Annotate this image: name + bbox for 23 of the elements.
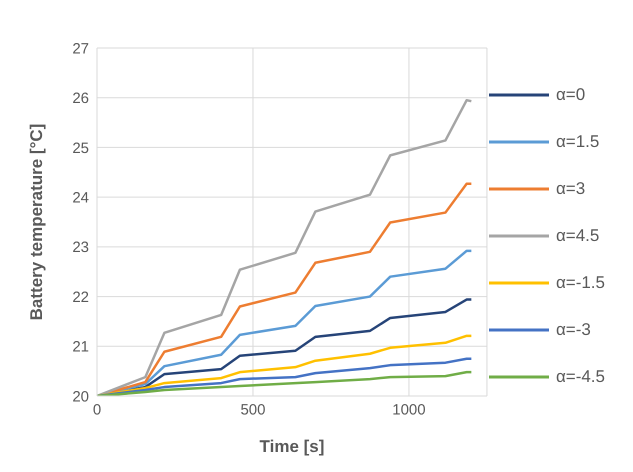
legend-label: α=4.5 — [556, 226, 600, 246]
legend-label: α=-1.5 — [556, 273, 605, 293]
line-series — [97, 370, 473, 396]
x-axis-title: Time [s] — [260, 437, 324, 456]
line-series — [97, 334, 473, 396]
legend-label: α=0 — [556, 85, 586, 105]
x-tick-label: 1000 — [392, 402, 426, 419]
y-tick-label: 24 — [72, 189, 89, 206]
legend-label: α=1.5 — [556, 132, 600, 152]
y-tick-label: 20 — [72, 388, 89, 406]
x-tick-label: 0 — [92, 402, 102, 419]
legend-label: α=3 — [556, 179, 586, 199]
y-tick-label: 23 — [72, 239, 89, 256]
y-tick-label: 27 — [72, 40, 89, 58]
legend-label: α=-3 — [556, 320, 591, 340]
y-axis-title: Battery temperature [°C] — [27, 124, 46, 320]
legend-label: α=-4.5 — [556, 367, 605, 387]
x-tick-label: 500 — [240, 402, 266, 419]
y-tick-label: 21 — [72, 338, 89, 356]
y-tick-label: 26 — [72, 90, 89, 108]
y-tick-label: 22 — [72, 288, 89, 306]
y-tick-label: 25 — [72, 140, 89, 157]
line-series — [97, 98, 473, 396]
